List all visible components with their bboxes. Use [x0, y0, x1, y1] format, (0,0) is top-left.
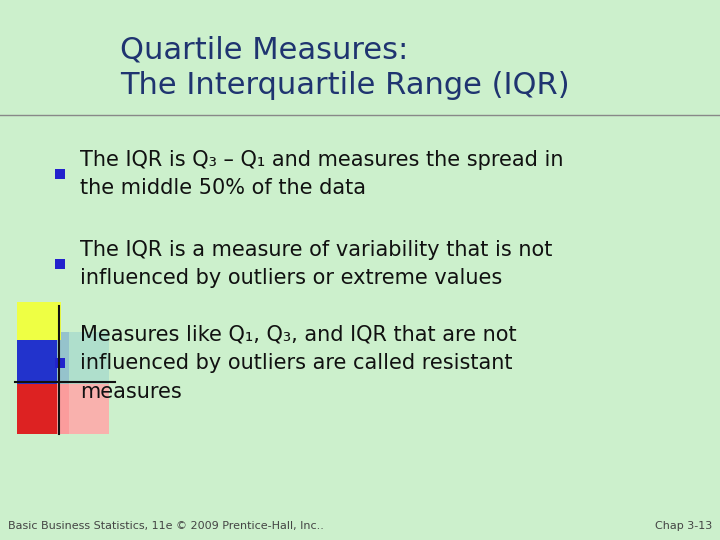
Bar	[17, 332, 69, 384]
Text: Quartile Measures:: Quartile Measures:	[120, 36, 408, 64]
Bar	[57, 382, 109, 434]
Text: Measures like Q₁, Q₃, and IQR that are not
influenced by outliers are called res: Measures like Q₁, Q₃, and IQR that are n…	[80, 324, 517, 402]
Bar	[17, 382, 69, 434]
Bar	[17, 302, 61, 340]
Text: The Interquartile Range (IQR): The Interquartile Range (IQR)	[120, 71, 570, 99]
Bar	[55, 358, 65, 368]
Text: The IQR is Q₃ – Q₁ and measures the spread in
the middle 50% of the data: The IQR is Q₃ – Q₁ and measures the spre…	[80, 150, 564, 198]
Text: Chap 3-13: Chap 3-13	[654, 521, 712, 531]
Bar	[57, 332, 109, 384]
Text: The IQR is a measure of variability that is not
influenced by outliers or extrem: The IQR is a measure of variability that…	[80, 240, 552, 288]
Bar	[55, 259, 65, 269]
Bar	[55, 169, 65, 179]
Text: Basic Business Statistics, 11e © 2009 Prentice-Hall, Inc..: Basic Business Statistics, 11e © 2009 Pr…	[8, 521, 324, 531]
